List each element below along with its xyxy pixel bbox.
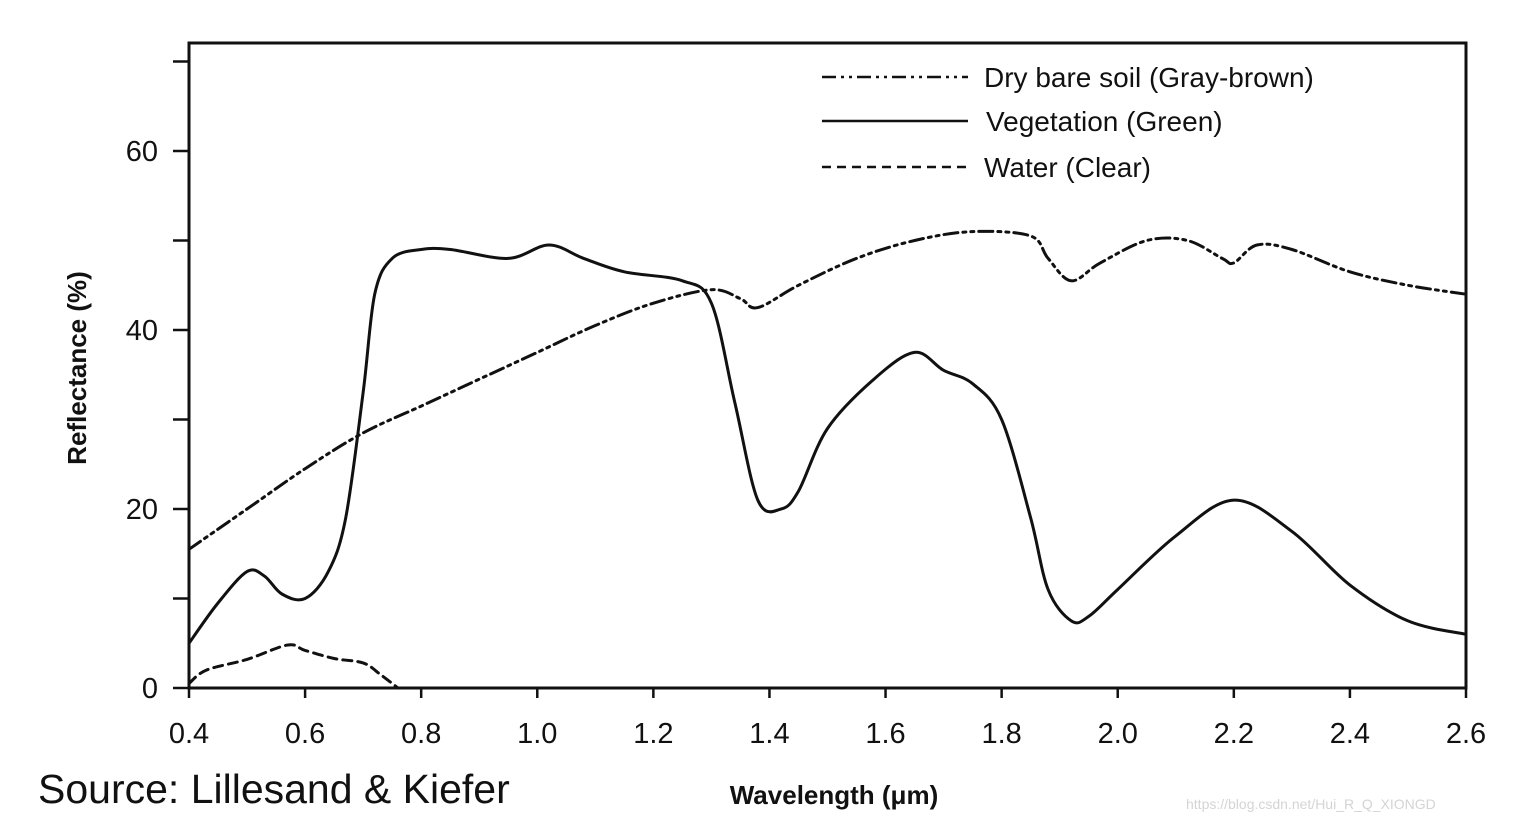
plot-frame	[187, 41, 1468, 690]
legend: Dry bare soil (Gray-brown) Vegetation (G…	[822, 62, 1314, 183]
y-tick-label: 0	[142, 673, 158, 705]
x-axis-ticks: 0.4 0.6 0.8 1.0 1.2 1.4 1.6 1.8 2.0 2.2 2.4 2.6	[169, 688, 1486, 750]
x-tick-label: 0.8	[401, 718, 441, 750]
x-tick-label: 0.4	[169, 718, 209, 750]
y-axis-ticks: 0 20 40 60	[126, 60, 189, 705]
x-tick-label: 1.8	[981, 718, 1021, 750]
x-tick-label: 2.0	[1098, 718, 1138, 750]
watermark: https://blog.csdn.net/Hui_R_Q_XIONGD	[1186, 796, 1436, 812]
y-tick-label: 60	[126, 136, 158, 168]
legend-label-water: Water (Clear)	[984, 152, 1151, 183]
source-caption: Source: Lillesand & Kiefer	[38, 766, 510, 812]
x-tick-label: 1.4	[749, 718, 789, 750]
legend-label-vegetation: Vegetation (Green)	[986, 106, 1223, 137]
x-tick-label: 1.0	[517, 718, 557, 750]
x-tick-label: 0.6	[285, 718, 325, 750]
series-line-1	[187, 243, 1468, 645]
legend-label-soil: Dry bare soil (Gray-brown)	[984, 62, 1314, 93]
x-tick-label: 1.2	[633, 718, 673, 750]
series-line-2	[187, 643, 400, 690]
x-tick-label: 2.4	[1330, 718, 1370, 750]
y-tick-label: 40	[126, 315, 158, 347]
x-tick-label: 2.6	[1446, 718, 1486, 750]
y-axis-title: Reflectance (%)	[62, 271, 92, 465]
x-tick-label: 1.6	[865, 718, 905, 750]
series-layer	[187, 229, 1468, 690]
x-tick-label: 2.2	[1214, 718, 1254, 750]
y-tick-label: 20	[126, 494, 158, 526]
series-line-0	[187, 229, 1468, 551]
x-axis-title: Wavelength (μm)	[730, 780, 939, 810]
